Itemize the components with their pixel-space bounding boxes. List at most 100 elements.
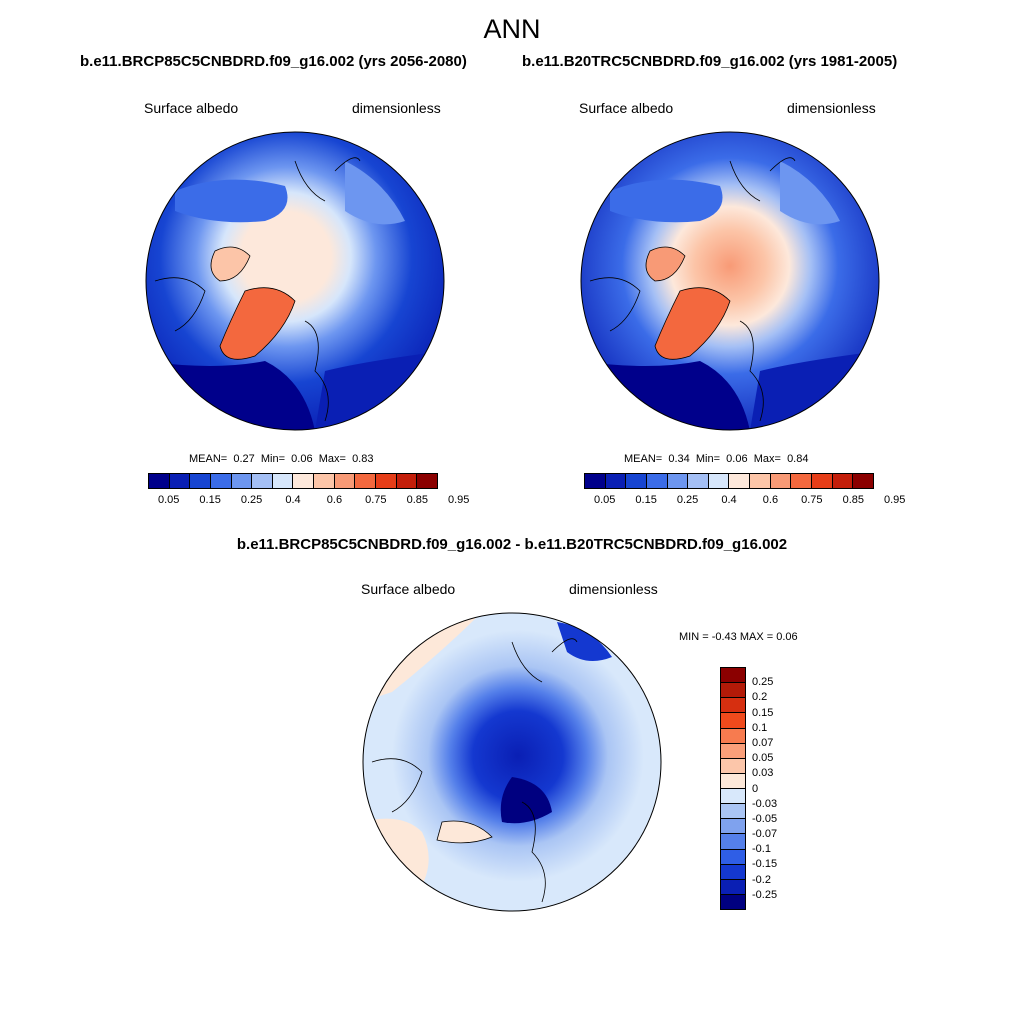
panel-1-colorbar-tick-label: 0.25 — [240, 494, 263, 506]
diff-colorbar-tick-label: -0.2 — [752, 873, 771, 886]
diff-colorbar-tick-label: -0.25 — [752, 888, 778, 901]
panel-2-colorbar-box — [585, 474, 606, 488]
panel-2-colorbar-box — [770, 474, 792, 488]
panel-1-colorbar-box — [149, 474, 170, 488]
panel-2-stats: MEAN= 0.34 Min= 0.06 Max= 0.84 — [624, 453, 808, 465]
diff-title: b.e11.BRCP85C5CNBDRD.f09_g16.002 - b.e11… — [236, 536, 788, 553]
panel-2-colorbar-tick-label: 0.4 — [721, 494, 737, 506]
panel-1-min-label: Min= — [260, 453, 286, 465]
panel-2-colorbar-tick-label: 0.95 — [883, 494, 906, 506]
panel-1-units-label: dimensionless — [352, 100, 441, 116]
diff-colorbar-box — [721, 879, 745, 895]
diff-negative-patch — [557, 622, 612, 661]
panel-2-variable-label: Surface albedo — [579, 100, 674, 116]
panel-2-colorbar-tick-label: 0.05 — [593, 494, 616, 506]
panel-1-mean-value: 0.27 — [233, 453, 255, 465]
panel-1-colorbar-box — [355, 474, 377, 488]
panel-2-mean-value: 0.34 — [668, 453, 690, 465]
panel-2-max-value: 0.84 — [787, 453, 809, 465]
panel-2-colorbar-box — [729, 474, 751, 488]
panel-2-units-label: dimensionless — [787, 100, 876, 116]
panel-1-colorbar-tick-label: 0.75 — [365, 494, 387, 506]
diff-colorbar-tick-label: 0.25 — [752, 676, 774, 689]
diff-colorbar-tick-label: 0.2 — [752, 691, 768, 704]
diff-colorbar — [720, 667, 746, 910]
main-title: ANN — [483, 14, 541, 44]
diff-coastlines — [371, 638, 578, 903]
diff-positive-southwest — [363, 818, 429, 911]
diff-colorbar-tick-label: -0.1 — [752, 843, 771, 856]
panel-1-min-value: 0.06 — [291, 453, 313, 465]
panel-2-map — [580, 131, 880, 431]
panel-1-colorbar-box — [252, 474, 273, 488]
panel-2-colorbar-tick-label: 0.15 — [635, 494, 657, 506]
diff-greenland — [436, 820, 493, 844]
panel-1-colorbar-tick-label: 0.85 — [406, 494, 428, 506]
diff-colorbar-box — [721, 698, 745, 714]
panel-2-min-label: Min= — [695, 453, 721, 465]
panel-2-colorbar-box — [750, 474, 771, 488]
diff-colorbar-box — [721, 728, 745, 744]
diff-strong-negative — [500, 777, 552, 824]
panel-2-colorbar-ticks: 0.05 0.15 0.25 0.4 0.6 0.75 0.85 0.95 — [584, 494, 905, 508]
panel-1-map-border — [145, 131, 445, 431]
panel-1-colorbar-tick-label: 0.6 — [326, 494, 343, 506]
diff-colorbar-tick-label: -0.15 — [752, 858, 778, 871]
panel-1-colorbar-tick-label: 0.05 — [157, 494, 180, 506]
diff-colorbar-box — [721, 819, 745, 835]
panel-1-coastlines — [154, 157, 361, 422]
panel-2-colorbar-box — [708, 474, 730, 488]
panel-1-mean-label: MEAN= — [189, 453, 228, 465]
diff-colorbar-tick-label: 0.05 — [752, 752, 774, 765]
panel-2-colorbar-box — [791, 474, 813, 488]
diff-colorbar-tick-label: -0.05 — [752, 812, 778, 825]
diff-minmax-text: MIN = -0.43 MAX = 0.06 — [679, 631, 798, 643]
panel-2-map-border — [580, 131, 880, 431]
diff-map — [362, 612, 662, 912]
panel-1-land-patch-2 — [345, 161, 405, 225]
diff-colorbar-ticks: 0.25 0.2 0.15 0.1 0.07 0.05 0.03 0 -0.03 -0.05 -0.… — [752, 667, 812, 910]
panel-2-colorbar-tick-label: 0.75 — [801, 494, 823, 506]
panel-1-colorbar-box — [190, 474, 211, 488]
panel-2-max-label: Max= — [753, 453, 781, 465]
panel-1-colorbar-box — [169, 474, 191, 488]
panel-2-colorbar-box — [667, 474, 689, 488]
panel-2-colorbar-box — [812, 474, 833, 488]
diff-colorbar-tick-label: -0.03 — [752, 797, 778, 810]
panel-1-colorbar-box — [417, 474, 437, 488]
panel-2-coastlines — [589, 157, 796, 422]
panel-2-colorbar — [584, 473, 874, 489]
panel-2-colorbar-box — [626, 474, 647, 488]
panel-1-colorbar — [148, 473, 438, 489]
diff-colorbar-tick-label: 0.03 — [752, 767, 774, 780]
panel-1-map — [145, 131, 445, 431]
panel-2-archipelago — [645, 246, 686, 282]
panel-2-colorbar-tick-label: 0.25 — [676, 494, 699, 506]
diff-colorbar-box — [721, 773, 745, 789]
diff-colorbar-box — [721, 789, 745, 805]
panel-2-min-value: 0.06 — [726, 453, 748, 465]
panel-2-colorbar-box — [853, 474, 873, 488]
panel-1-colorbar-box — [272, 474, 294, 488]
panel-1-colorbar-tick-label: 0.4 — [285, 494, 301, 506]
diff-colorbar-tick-label: 0.15 — [752, 706, 774, 719]
panel-1-colorbar-box — [376, 474, 397, 488]
panel-1-land-patch — [175, 179, 288, 223]
panel-1-archipelago — [210, 246, 251, 282]
diff-colorbar-box — [721, 758, 745, 774]
diff-colorbar-box — [721, 668, 745, 684]
diff-variable-label: Surface albedo — [361, 581, 456, 597]
diff-colorbar-box — [721, 713, 745, 729]
panel-2-land-patch-2 — [780, 161, 840, 225]
panel-1-case-title: b.e11.BRCP85C5CNBDRD.f09_g16.002 (yrs 20… — [80, 53, 467, 70]
panel-1-colorbar-ticks: 0.05 0.15 0.25 0.4 0.6 0.75 0.85 0.95 — [148, 494, 469, 508]
diff-colorbar-tick-label: 0 — [752, 782, 759, 795]
diff-colorbar-box — [721, 849, 745, 865]
diff-colorbar-box — [721, 804, 745, 820]
panel-1-variable-label: Surface albedo — [144, 100, 239, 116]
panel-2-colorbar-box — [832, 474, 854, 488]
diff-map-border — [362, 612, 662, 912]
panel-2-colorbar-box — [646, 474, 668, 488]
diff-colorbar-box — [721, 864, 745, 880]
diff-colorbar-tick-label: 0.07 — [752, 736, 774, 749]
